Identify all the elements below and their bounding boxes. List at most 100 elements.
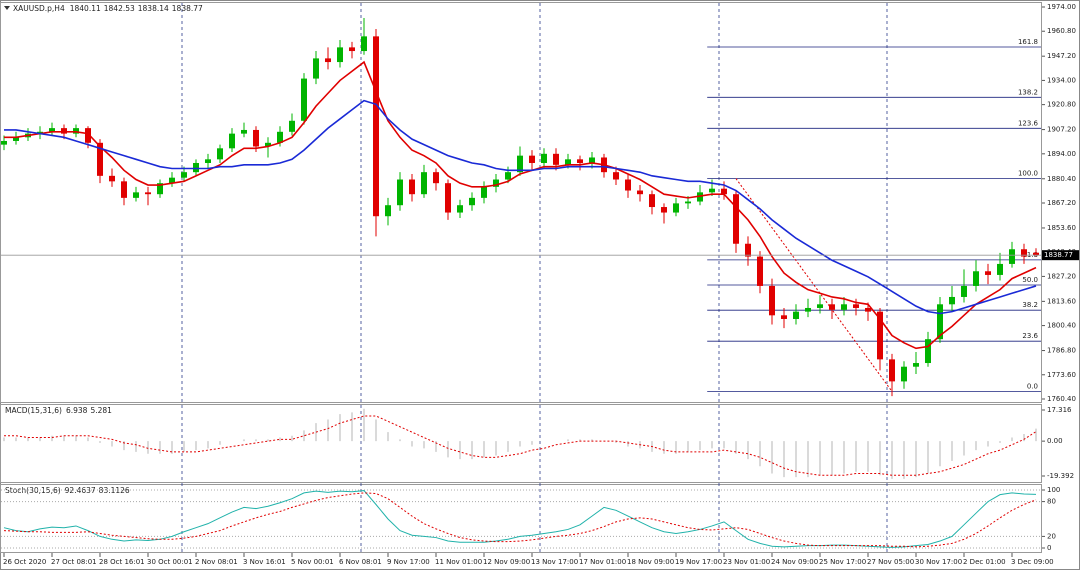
y-tick-label: 80 xyxy=(1047,498,1056,506)
y-tick-label: 100 xyxy=(1047,486,1060,494)
macd-panel xyxy=(0,404,1042,483)
candle-body xyxy=(181,172,187,178)
candle-body xyxy=(541,153,547,163)
fib-label: 123.6 xyxy=(1018,119,1039,127)
candle-body xyxy=(397,179,403,206)
y-tick-label: 1813.60 xyxy=(1047,297,1076,305)
main-header: XAUUSD.p,H4 1840.11 1842.53 1838.14 1838.77 xyxy=(13,4,203,13)
y-tick-label: 17.316 xyxy=(1047,406,1072,414)
week-separators xyxy=(181,3,888,552)
x-tick-label: 17 Nov 01:00 xyxy=(579,558,626,566)
candle-body xyxy=(577,159,583,163)
fib-label: 38.2 xyxy=(1022,301,1038,309)
candle-body xyxy=(241,129,247,134)
candle-body xyxy=(385,205,391,217)
candle-body xyxy=(973,271,979,286)
candle-body xyxy=(373,36,379,217)
y-tick-label: 1894.00 xyxy=(1047,150,1076,158)
y-tick-label: 1800.40 xyxy=(1047,322,1076,330)
candle-body xyxy=(205,159,211,163)
y-tick-label: 1960.80 xyxy=(1047,27,1076,35)
x-tick-label: 2 Dec 01:00 xyxy=(963,558,1006,566)
candle-body xyxy=(697,192,703,202)
x-tick-label: 6 Nov 08:01 xyxy=(339,558,382,566)
macd-value: 6.938 xyxy=(66,406,88,415)
stoch-title: Stoch(30,15,6) xyxy=(5,486,61,495)
candle-body xyxy=(133,192,139,198)
candle-body xyxy=(745,243,751,257)
candle-body xyxy=(493,179,499,187)
candle-body xyxy=(997,263,1003,275)
fib-label: 0.0 xyxy=(1027,382,1038,390)
candle-body xyxy=(805,307,811,312)
x-tick-label: 30 Nov 17:00 xyxy=(915,558,962,566)
candle-body xyxy=(337,47,343,63)
y-tick-label: 1867.20 xyxy=(1047,199,1076,207)
x-tick-label: 25 Nov 17:00 xyxy=(819,558,866,566)
candle-body xyxy=(553,153,559,165)
y-tick-label: 1827.20 xyxy=(1047,272,1076,280)
candle-body xyxy=(565,159,571,165)
candle-body xyxy=(793,311,799,319)
candle-body xyxy=(445,183,451,213)
candle-body xyxy=(721,188,727,195)
candle-body xyxy=(325,58,331,63)
candle-body xyxy=(85,128,91,143)
candle-body xyxy=(769,285,775,316)
candle-body xyxy=(421,172,427,195)
y-tick-label: 1773.60 xyxy=(1047,371,1076,379)
last-price-label: 1838.77 xyxy=(1044,251,1073,259)
candle-body xyxy=(853,304,859,308)
menu-arrow[interactable] xyxy=(4,6,10,10)
x-tick-label: 23 Nov 01:00 xyxy=(723,558,770,566)
candle-body xyxy=(169,177,175,184)
stoch-panel xyxy=(0,484,1042,553)
candle-body xyxy=(73,128,79,134)
candle-body xyxy=(37,131,43,134)
candle-body xyxy=(625,179,631,191)
x-tick-label: 9 Nov 17:00 xyxy=(387,558,430,566)
candle-body xyxy=(361,36,367,52)
candle-body xyxy=(157,183,163,195)
x-tick-label: 28 Oct 16:01 xyxy=(99,558,145,566)
candle-body xyxy=(889,359,895,382)
candle-body xyxy=(1033,252,1039,256)
x-tick-label: 27 Nov 05:00 xyxy=(867,558,914,566)
y-tick-label: 1907.20 xyxy=(1047,126,1076,134)
indicator-line xyxy=(4,99,1037,315)
candle-body xyxy=(13,137,19,141)
candle-body xyxy=(661,207,667,213)
candle-body xyxy=(817,304,823,308)
x-tick-label: 13 Nov 17:00 xyxy=(531,558,578,566)
signal-value: 83.1126 xyxy=(99,486,130,495)
macd-title: MACD(15,31,6) xyxy=(5,406,62,415)
candle-body xyxy=(1,140,7,145)
candle-body xyxy=(613,172,619,180)
y-tick-label: 1760.40 xyxy=(1047,395,1076,403)
candle-body xyxy=(709,188,715,193)
x-tick-label: 3 Dec 09:00 xyxy=(1011,558,1054,566)
x-tick-label: 19 Nov 17:00 xyxy=(675,558,722,566)
candle-body xyxy=(109,175,115,182)
candle-body xyxy=(589,157,595,163)
y-tick-label: 0.00 xyxy=(1047,437,1063,445)
candle-body xyxy=(757,256,763,286)
fib-label: 23.6 xyxy=(1022,332,1038,340)
x-tick-label: 18 Nov 09:00 xyxy=(627,558,674,566)
x-tick-label: 2 Nov 08:01 xyxy=(195,558,238,566)
candle-body xyxy=(685,201,691,204)
indicator-line xyxy=(4,60,1037,350)
main-panel xyxy=(0,2,1042,403)
candle-body xyxy=(673,203,679,213)
macd-header: MACD(15,31,6) 6.938 5.281 xyxy=(5,406,112,415)
candle-body xyxy=(277,131,283,143)
main-value: 92.4637 xyxy=(65,486,96,495)
candle-body xyxy=(949,296,955,305)
y-tick-label: 1920.80 xyxy=(1047,101,1076,109)
fib-label: 100.0 xyxy=(1018,170,1038,178)
candle-body xyxy=(433,172,439,184)
fib-label: 161.8 xyxy=(1018,38,1038,46)
candle-body xyxy=(1021,249,1027,257)
y-tick-label: 20 xyxy=(1047,532,1056,540)
candle-body xyxy=(193,162,199,173)
